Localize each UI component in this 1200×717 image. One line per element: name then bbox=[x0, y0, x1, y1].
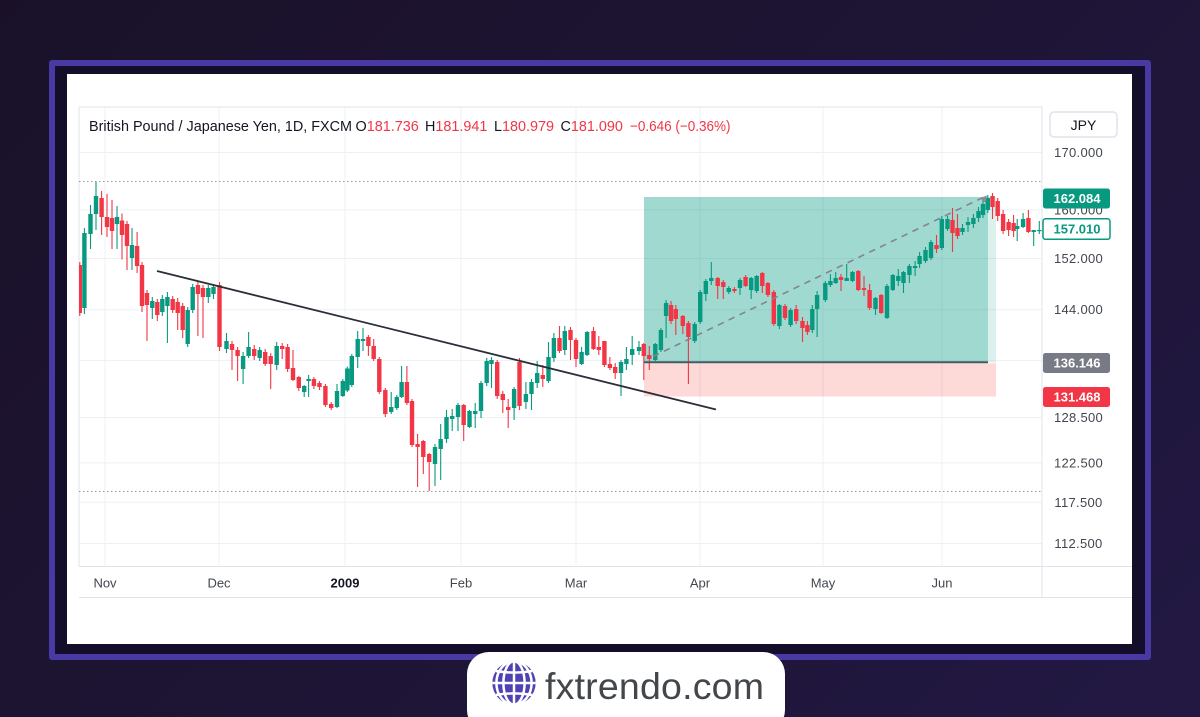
svg-text:117.500: 117.500 bbox=[1054, 495, 1102, 510]
svg-text:157.010: 157.010 bbox=[1054, 222, 1101, 237]
svg-text:C181.090: C181.090 bbox=[561, 119, 623, 135]
svg-text:May: May bbox=[811, 576, 836, 591]
svg-text:170.000: 170.000 bbox=[1054, 145, 1103, 160]
svg-text:Jun: Jun bbox=[932, 576, 953, 591]
svg-text:162.084: 162.084 bbox=[1054, 191, 1102, 206]
svg-text:131.468: 131.468 bbox=[1054, 390, 1101, 405]
svg-text:Feb: Feb bbox=[450, 576, 472, 591]
svg-text:Apr: Apr bbox=[690, 576, 711, 591]
svg-text:O181.736: O181.736 bbox=[356, 119, 419, 135]
svg-text:H181.941: H181.941 bbox=[425, 119, 487, 135]
svg-text:British Pound / Japanese Yen,: British Pound / Japanese Yen, 1D, FXCM bbox=[89, 119, 352, 135]
svg-text:144.000: 144.000 bbox=[1054, 302, 1103, 317]
svg-text:−0.646 (−0.36%): −0.646 (−0.36%) bbox=[630, 119, 731, 135]
svg-text:Mar: Mar bbox=[565, 576, 588, 591]
svg-text:JPY: JPY bbox=[1071, 117, 1097, 133]
svg-text:L180.979: L180.979 bbox=[494, 119, 554, 135]
svg-text:112.500: 112.500 bbox=[1054, 536, 1102, 551]
svg-text:122.500: 122.500 bbox=[1054, 455, 1103, 470]
svg-text:128.500: 128.500 bbox=[1054, 410, 1103, 425]
svg-text:152.000: 152.000 bbox=[1054, 251, 1103, 266]
svg-text:Nov: Nov bbox=[93, 576, 117, 591]
svg-text:136.146: 136.146 bbox=[1054, 356, 1101, 371]
svg-text:2009: 2009 bbox=[331, 576, 360, 591]
svg-text:Dec: Dec bbox=[207, 576, 231, 591]
